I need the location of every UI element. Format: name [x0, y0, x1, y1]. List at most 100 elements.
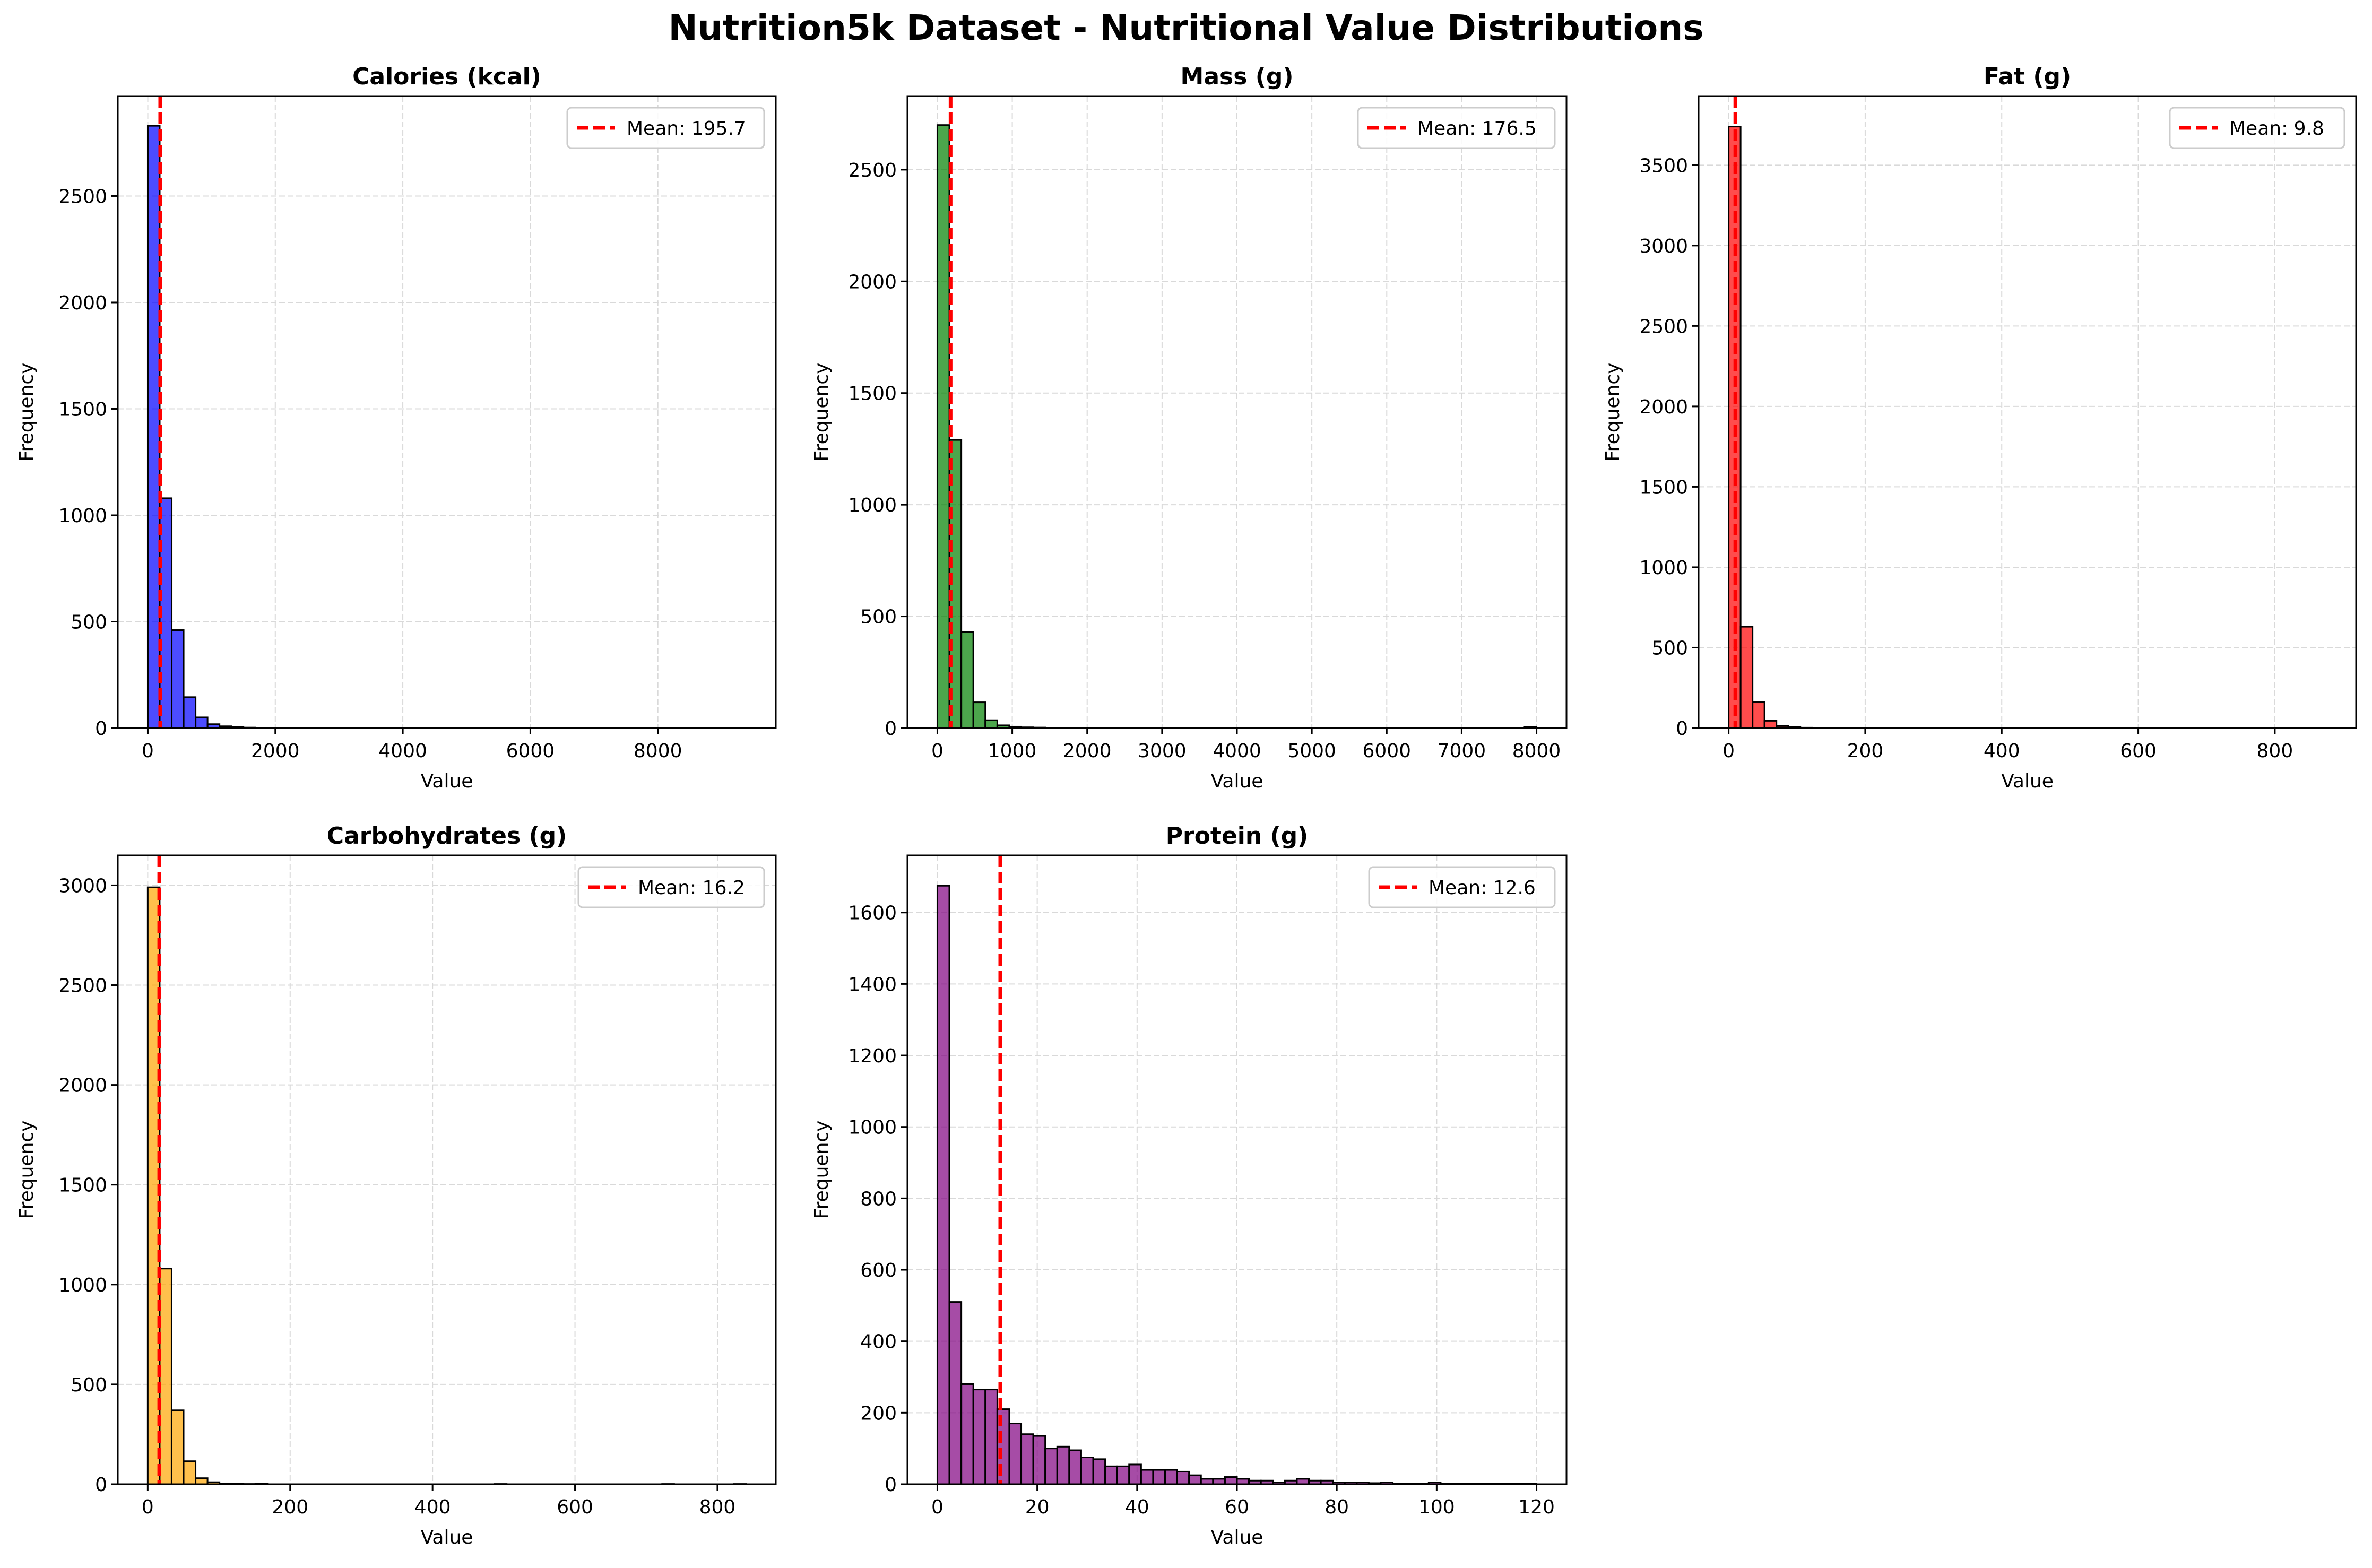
histogram-bar	[170, 1409, 185, 1485]
histogram-bar	[948, 1301, 963, 1485]
y-tick-label: 1200	[848, 1045, 897, 1067]
legend: Mean: 195.7	[566, 107, 765, 149]
x-axis-label: Value	[421, 770, 473, 792]
y-tick-label: 800	[860, 1188, 897, 1210]
x-tick-label: 1000	[988, 740, 1037, 762]
histogram-bar	[171, 629, 185, 729]
subplot-3: 0 200 400 600 800 0 500 1000 1500 2000 2500 3000 350…	[1602, 63, 2357, 792]
x-tick-label: 0	[931, 740, 943, 762]
histogram-bar	[183, 696, 197, 729]
y-tick-label: 0	[95, 1474, 107, 1496]
subplot-4: 0 200 400 600 800 0 500 1000 1500 2000 2500 3000 Car…	[16, 822, 777, 1548]
histogram-bar	[984, 719, 998, 729]
y-tick-label: 0	[1676, 718, 1688, 740]
legend-label: Mean: 195.7	[627, 118, 746, 140]
legend: Mean: 9.8	[2169, 107, 2345, 149]
figure-title: Nutrition5k Dataset - Nutritional Value …	[668, 7, 1704, 48]
histogram-bar	[972, 1389, 986, 1485]
subplot-title: Carbohydrates (g)	[327, 822, 567, 850]
x-axis-label: Value	[1211, 1527, 1263, 1548]
y-tick-label: 500	[860, 607, 897, 628]
x-axis-label: Value	[421, 1527, 473, 1548]
histogram-bar	[159, 1268, 172, 1485]
legend-box	[577, 866, 765, 908]
y-tick-label: 1600	[848, 903, 897, 924]
axes-frame	[117, 854, 777, 1485]
histogram-bar	[1296, 1478, 1310, 1485]
x-tick-label: 800	[699, 1496, 736, 1518]
x-tick-label: 60	[1225, 1496, 1249, 1518]
x-tick-label: 2000	[1063, 740, 1112, 762]
x-tick-label: 120	[1518, 1496, 1555, 1518]
y-tick-label: 1000	[58, 1275, 107, 1296]
y-tick-label: 500	[71, 1374, 107, 1396]
x-tick-label: 200	[272, 1496, 308, 1518]
y-tick-label: 1000	[848, 495, 897, 516]
y-tick-label: 500	[1651, 637, 1688, 659]
y-tick-label: 2000	[848, 271, 897, 293]
subplot-1: 0 2000 4000 6000 8000 0 500 1000 1500 2000 2500 Cal…	[16, 63, 777, 792]
histogram-bar	[1128, 1463, 1142, 1485]
x-tick-label: 0	[142, 1496, 154, 1518]
x-tick-label: 600	[2120, 740, 2157, 762]
subplot-2: 0 1000 2000 3000 4000 5000 6000 7000 8000 0 500 100…	[811, 63, 1568, 792]
histogram-bar	[1080, 1457, 1094, 1485]
legend-box	[2169, 107, 2345, 149]
histogram-bar	[1116, 1465, 1130, 1485]
y-tick-label: 0	[885, 718, 897, 740]
y-axis-label: Frequency	[811, 1121, 833, 1219]
histogram-bar	[1152, 1469, 1166, 1485]
histogram-bar	[183, 1460, 197, 1485]
x-tick-label: 4000	[378, 740, 427, 762]
histogram-bar	[1236, 1478, 1250, 1485]
y-tick-label: 400	[860, 1331, 897, 1353]
x-tick-label: 800	[2257, 740, 2293, 762]
legend: Mean: 176.5	[1357, 107, 1556, 149]
x-tick-label: 2000	[251, 740, 300, 762]
histogram-bar	[1224, 1476, 1238, 1485]
x-axis-label: Value	[1211, 770, 1263, 792]
x-tick-label: 20	[1025, 1496, 1050, 1518]
legend-box	[566, 107, 765, 149]
histogram-bar	[1032, 1435, 1046, 1485]
histogram-bar	[1020, 1433, 1034, 1485]
y-tick-label: 1500	[848, 383, 897, 405]
axes-frame	[117, 95, 777, 729]
x-tick-label: 40	[1125, 1496, 1149, 1518]
x-tick-label: 8000	[1512, 740, 1561, 762]
subplot-5: 0 20 40 60 80 100 1200200400600800100012001400…	[811, 822, 1568, 1548]
y-tick-label: 1400	[848, 974, 897, 995]
legend-label: Mean: 176.5	[1417, 118, 1537, 140]
histogram-bar	[1763, 720, 1778, 729]
histogram-bar	[146, 125, 161, 729]
histogram-bar	[1176, 1470, 1190, 1485]
x-tick-label: 0	[1722, 740, 1735, 762]
histogram-bar	[960, 1383, 974, 1485]
histogram-bar	[1044, 1448, 1058, 1485]
x-tick-label: 0	[142, 740, 154, 762]
histogram-bar	[1212, 1478, 1226, 1485]
y-tick-label: 3000	[58, 875, 107, 897]
y-tick-label: 500	[71, 611, 107, 633]
x-tick-label: 200	[1847, 740, 1884, 762]
y-tick-label: 3500	[1639, 155, 1688, 177]
histogram-bar	[1008, 1423, 1023, 1485]
histogram-bar	[1104, 1465, 1118, 1485]
y-tick-label: 3000	[1639, 236, 1688, 257]
histogram-bar	[1140, 1469, 1154, 1485]
y-axis-label: Frequency	[16, 363, 38, 462]
histogram-bar	[1068, 1449, 1082, 1485]
y-tick-label: 1500	[1639, 477, 1688, 498]
legend: Mean: 12.6	[1368, 866, 1556, 908]
x-tick-label: 7000	[1438, 740, 1486, 762]
x-tick-label: 5000	[1287, 740, 1336, 762]
subplot-title: Fat (g)	[1984, 63, 2071, 90]
y-tick-label: 2000	[58, 1075, 107, 1097]
legend-label: Mean: 9.8	[2229, 118, 2324, 140]
histogram-bar	[972, 701, 986, 729]
y-tick-label: 2000	[58, 292, 107, 314]
legend: Mean: 16.2	[577, 866, 765, 908]
legend-box	[1357, 107, 1556, 149]
x-tick-label: 8000	[634, 740, 682, 762]
legend-box	[1368, 866, 1556, 908]
